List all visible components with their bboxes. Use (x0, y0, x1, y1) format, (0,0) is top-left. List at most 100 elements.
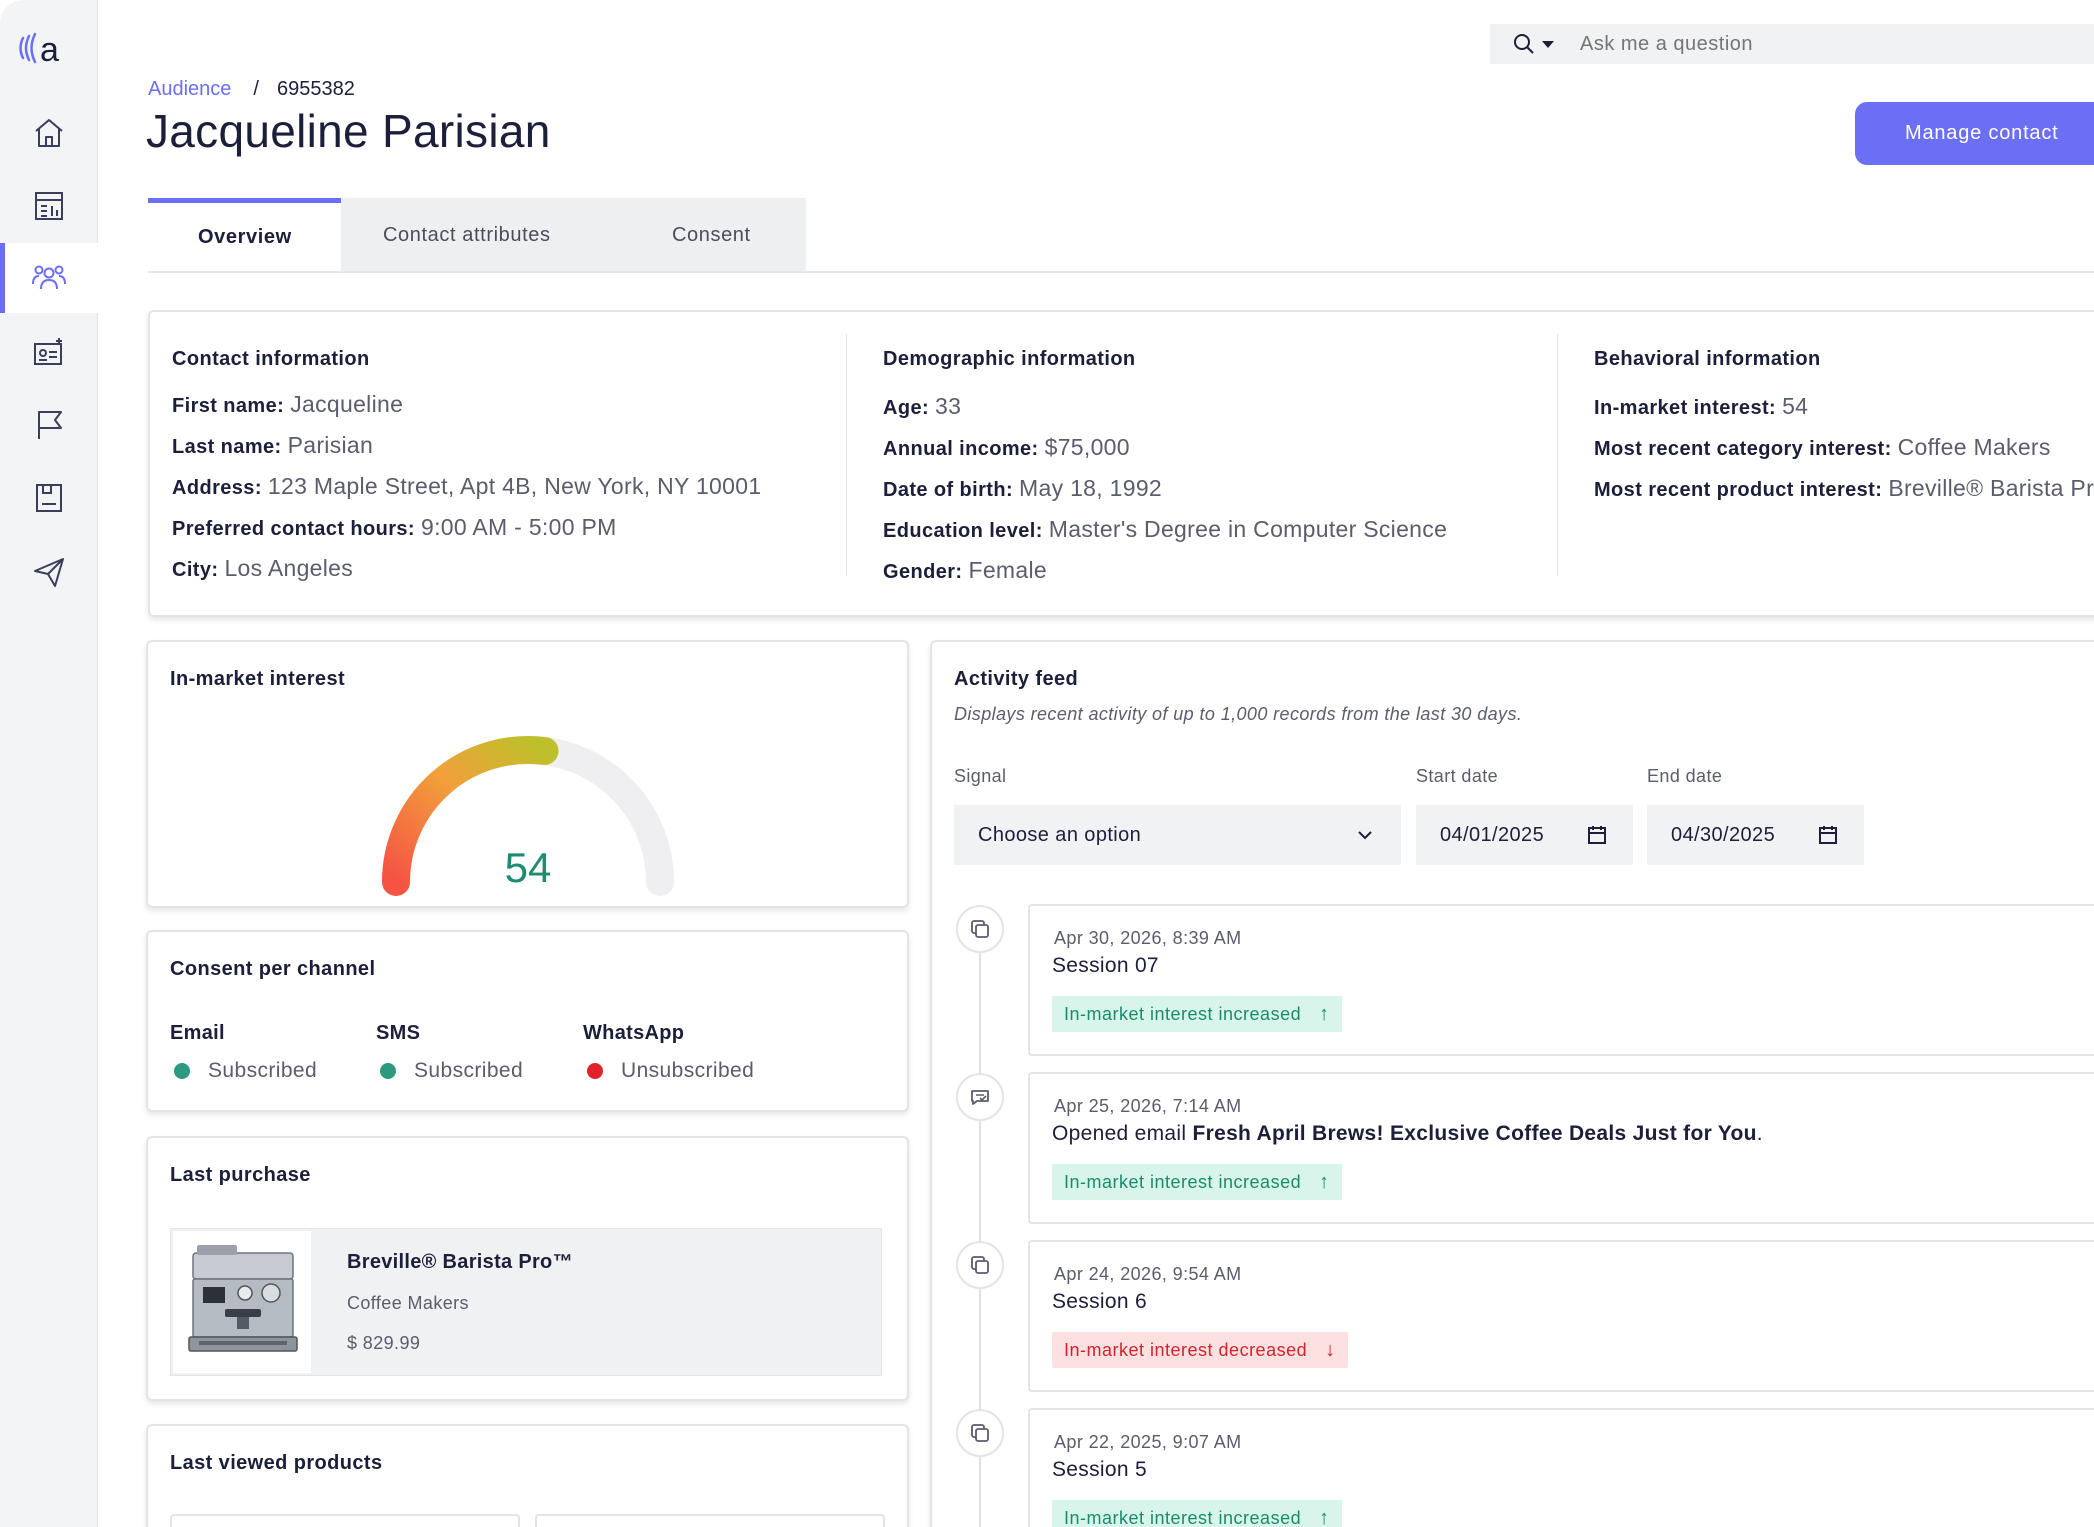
page-title: Jacqueline Parisian (146, 105, 551, 157)
breadcrumb: Audience / 6955382 (148, 78, 355, 101)
arrow-up-icon: ↑ (1319, 1170, 1330, 1193)
sidebar-item-contacts[interactable] (0, 317, 98, 387)
interest-change-badge: In-market interest increased ↑ (1052, 1164, 1342, 1200)
calendar-icon[interactable] (1816, 823, 1840, 847)
channel-whatsapp: WhatsApp Unsubscribed (583, 1022, 754, 1083)
home-icon (35, 119, 63, 147)
activity-event[interactable]: Apr 22, 2025, 9:07 AM Session 5 In-marke… (1028, 1408, 2094, 1527)
manage-contact-button[interactable]: Manage contact (1855, 102, 2094, 165)
flag-icon (38, 411, 62, 439)
contact-hours-row: Preferred contact hours: 9:00 AM - 5:00 P… (172, 514, 761, 541)
education-value: Master's Degree in Computer Science (1048, 516, 1448, 542)
tab-overview[interactable]: Overview (148, 198, 341, 272)
sidebar-item-campaigns[interactable] (0, 390, 98, 460)
education-label: Education level: (883, 520, 1043, 542)
badge-text: In-market interest increased (1064, 1507, 1302, 1527)
audience-icon (32, 265, 66, 290)
interest-label: In-market interest: (1594, 397, 1777, 419)
arrow-up-icon: ↑ (1319, 1506, 1330, 1527)
signal-label: Signal (954, 766, 1007, 786)
badge-text: In-market interest increased (1064, 1171, 1302, 1192)
gender-value: Female (968, 557, 1047, 583)
in-market-interest-card: In-market interest 54 (146, 640, 909, 908)
espresso-machine-icon (188, 1245, 298, 1352)
interest-change-badge: In-market interest decreased ↓ (1052, 1332, 1348, 1368)
unsubscribed-status-dot-icon (587, 1063, 603, 1079)
channel-email: Email Subscribed (170, 1022, 317, 1083)
viewed-product-tile[interactable] (170, 1514, 520, 1527)
calendar-icon[interactable] (1585, 823, 1609, 847)
email-subject[interactable]: Fresh April Brews! Exclusive Coffee Deal… (1192, 1122, 1757, 1145)
arrow-down-icon: ↓ (1325, 1338, 1336, 1361)
contact-information-title: Contact information (172, 348, 370, 370)
activity-event[interactable]: Apr 25, 2026, 7:14 AM Opened email Fresh… (1028, 1072, 2094, 1224)
activity-feed-card: Activity feed Displays recent activity o… (930, 640, 2094, 1527)
end-date-input[interactable]: 04/30/2025 (1647, 805, 1864, 865)
channel-name: WhatsApp (583, 1022, 685, 1044)
search-input[interactable] (1580, 32, 1980, 56)
viewed-product-tile[interactable] (535, 1514, 885, 1527)
product-name[interactable]: Breville® Barista Pro™ (347, 1251, 573, 1273)
badge-text: In-market interest decreased (1064, 1339, 1308, 1360)
purchase-item[interactable]: Breville® Barista Pro™ Coffee Makers $ 8… (170, 1228, 882, 1376)
demographic-information-section: Demographic information Age: 33 Annual in… (883, 332, 1447, 584)
arrow-up-icon: ↑ (1319, 1002, 1330, 1025)
age-row: Age: 33 (883, 393, 1447, 420)
sidebar-item-audience[interactable] (0, 243, 98, 313)
sidebar-item-dashboard[interactable] (0, 171, 98, 241)
consent-per-channel-title: Consent per channel (170, 958, 376, 980)
sidebar: a (0, 0, 98, 1527)
last-viewed-products-card: Last viewed products (146, 1424, 909, 1527)
channel-status: Subscribed (376, 1059, 523, 1083)
signal-select[interactable]: Choose an option (954, 805, 1401, 865)
category-interest-row: Most recent category interest: Coffee Mak… (1594, 434, 2094, 461)
gender-label: Gender: (883, 561, 963, 583)
channel-sms: SMS Subscribed (376, 1022, 523, 1083)
last-purchase-card: Last purchase Breville® Barista Pro™ Cof… (146, 1136, 909, 1401)
product-interest-value: Breville® Barista Pro™ (1888, 475, 2094, 501)
product-interest-label: Most recent product interest: (1594, 479, 1883, 501)
breadcrumb-audience-link[interactable]: Audience (148, 78, 232, 100)
start-date-input[interactable]: 04/01/2025 (1416, 805, 1633, 865)
session-icon (956, 905, 1004, 953)
event-title: Session 07 (1052, 954, 1159, 977)
sidebar-item-home[interactable] (0, 98, 98, 168)
tab-contact-attributes[interactable]: Contact attributes (341, 198, 619, 272)
search-bar[interactable] (1490, 24, 2094, 64)
channel-name: Email (170, 1022, 225, 1044)
behavioral-information-title: Behavioral information (1594, 348, 1821, 370)
contact-card-icon (34, 338, 62, 365)
category-interest-value: Coffee Makers (1897, 434, 2051, 460)
tab-consent[interactable]: Consent (619, 198, 806, 272)
activity-event[interactable]: Apr 30, 2026, 8:39 AM Session 07 In-mark… (1028, 904, 2094, 1056)
channel-status-text: Subscribed (208, 1059, 318, 1082)
search-scope-caret-icon[interactable] (1542, 40, 1554, 48)
subscribed-status-dot-icon (380, 1063, 396, 1079)
sidebar-item-saved[interactable] (0, 463, 98, 533)
activity-feed-title: Activity feed (954, 668, 1079, 690)
badge-text: In-market interest increased (1064, 1003, 1302, 1024)
interest-change-badge: In-market interest increased ↑ (1052, 1500, 1342, 1527)
tab-divider (148, 271, 2094, 273)
svg-text:a: a (40, 31, 59, 68)
event-date: Apr 24, 2026, 9:54 AM (1054, 1264, 1242, 1284)
sidebar-item-send[interactable] (0, 537, 98, 607)
send-icon (34, 558, 64, 587)
last-viewed-products-title: Last viewed products (170, 1452, 383, 1474)
gender-row: Gender: Female (883, 557, 1447, 584)
timeline-line (979, 932, 981, 1527)
search-icon[interactable] (1512, 32, 1536, 56)
age-value: 33 (935, 393, 962, 419)
activity-event[interactable]: Apr 24, 2026, 9:54 AM Session 6 In-marke… (1028, 1240, 2094, 1392)
event-date: Apr 30, 2026, 8:39 AM (1054, 928, 1242, 948)
city-row: City: Los Angeles (172, 555, 761, 582)
first-name-label: First name: (172, 395, 285, 417)
event-date: Apr 22, 2025, 9:07 AM (1054, 1432, 1242, 1452)
end-date-label: End date (1647, 766, 1723, 786)
city-label: City: (172, 559, 219, 581)
gauge-fill (382, 735, 559, 896)
app-logo[interactable]: a (14, 28, 84, 68)
event-title-suffix: . (1756, 1122, 1763, 1145)
first-name-value: Jacqueline (290, 391, 404, 417)
start-date-label: Start date (1416, 766, 1499, 786)
